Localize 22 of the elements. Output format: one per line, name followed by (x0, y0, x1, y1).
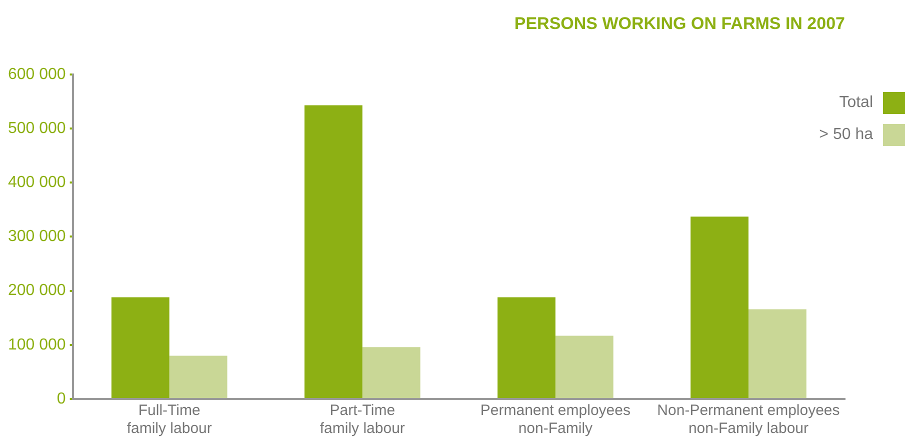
bar (362, 347, 420, 398)
x-tick-label: Permanent employees non-Family (480, 402, 630, 438)
bar (498, 297, 556, 398)
bar (111, 297, 170, 398)
y-tick-label: 300 000 (8, 228, 66, 246)
bar (690, 216, 748, 398)
y-tick-label: 0 (56, 390, 66, 408)
y-tick-label: 400 000 (8, 174, 66, 192)
legend-label: Total (839, 94, 873, 112)
y-tick-label: 100 000 (8, 336, 66, 354)
bar (169, 356, 228, 398)
x-tick-label: Full-Time family labour (126, 402, 212, 438)
legend-label: > 50 ha (819, 126, 873, 144)
x-tick-label: Part-Time family labour (320, 402, 405, 438)
y-tick-label: 600 000 (8, 66, 66, 83)
chart-title: PERSONS WORKING ON FARMS IN 2007 (514, 14, 845, 33)
bar (748, 309, 806, 398)
x-tick-label: Non-Permanent employees non-Family labour (657, 402, 840, 438)
y-tick-label: 200 000 (8, 282, 66, 300)
bar (555, 336, 614, 398)
bar (304, 105, 362, 398)
y-tick-label: 500 000 (8, 120, 66, 137)
